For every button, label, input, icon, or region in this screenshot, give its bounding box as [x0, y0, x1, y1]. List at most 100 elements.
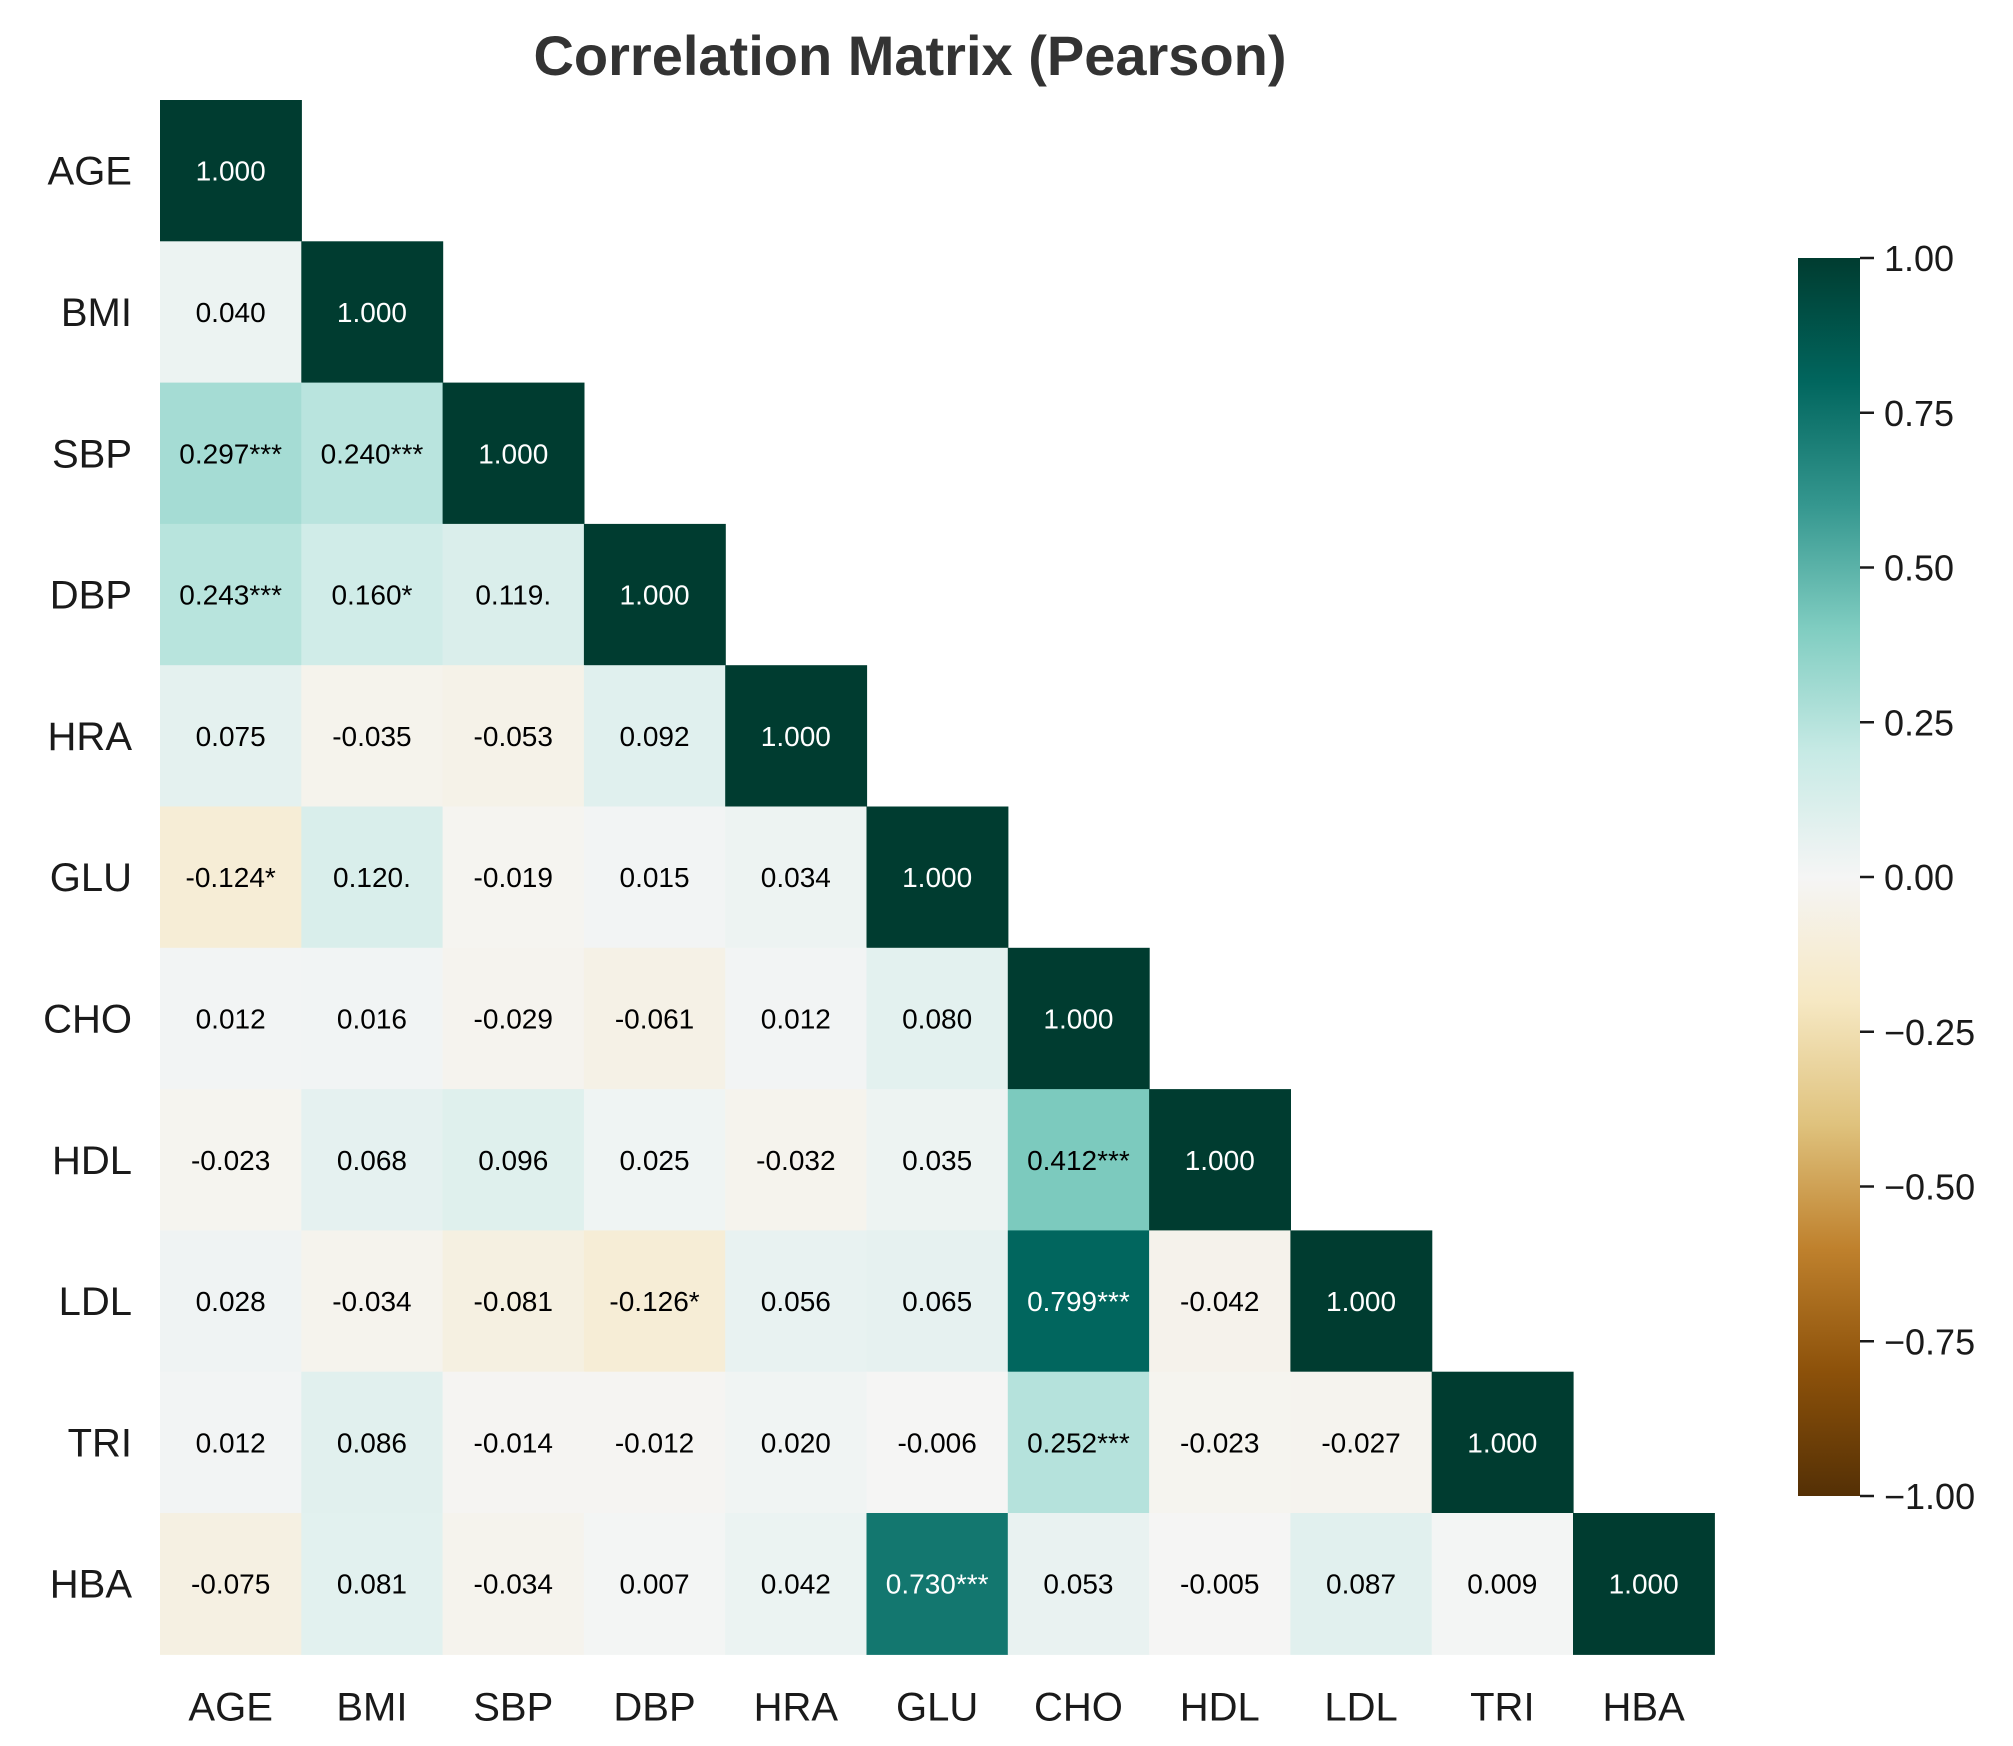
- cell-value-label: 1.000: [1185, 1145, 1255, 1176]
- cell-value-label: 1.000: [1609, 1569, 1679, 1600]
- cell-value-label: 0.042: [761, 1569, 831, 1600]
- cell-value-label: 0.087: [1326, 1569, 1396, 1600]
- heatmap-cell-hba-bmi: [301, 1513, 444, 1655]
- cell-value-label: -0.014: [474, 1427, 553, 1458]
- heatmap-cell-hba-cho: [1007, 1513, 1150, 1655]
- cell-value-label: 1.000: [1467, 1427, 1537, 1458]
- cell-value-label: -0.061: [615, 1003, 694, 1034]
- heatmap-cell-tri-ldl: [1290, 1371, 1433, 1514]
- cell-value-label: 0.009: [1467, 1569, 1537, 1600]
- colorbar-tick-label: 0.50: [1884, 548, 1954, 589]
- cell-value-label: 0.730***: [886, 1569, 989, 1600]
- cell-value-label: 0.034: [761, 862, 831, 893]
- cell-value-label: 0.799***: [1027, 1286, 1130, 1317]
- cell-value-label: 0.160*: [331, 580, 412, 611]
- cell-value-label: 0.120.: [333, 862, 411, 893]
- chart-title: Correlation Matrix (Pearson): [533, 24, 1286, 87]
- cell-value-label: 0.020: [761, 1427, 831, 1458]
- column-label-cho: CHO: [1034, 1685, 1123, 1729]
- heatmap-cell-bmi-age: [160, 241, 302, 384]
- column-label-dbp: DBP: [613, 1685, 695, 1729]
- column-label-sbp: SBP: [473, 1685, 553, 1729]
- heatmap-cell-tri-hra: [725, 1371, 868, 1514]
- heatmap-cell-cho-dbp: [583, 947, 726, 1090]
- cell-value-label: -0.075: [191, 1569, 270, 1600]
- cell-value-label: -0.032: [756, 1145, 835, 1176]
- heatmap-cell-hdl-hdl: [1149, 1089, 1291, 1231]
- heatmap-cell-glu-bmi: [301, 806, 444, 949]
- cell-value-label: 0.080: [902, 1003, 972, 1034]
- cell-value-label: -0.042: [1180, 1286, 1259, 1317]
- heatmap-cell-cho-glu: [866, 947, 1009, 1090]
- heatmap-cell-hba-hba: [1573, 1513, 1715, 1655]
- cell-value-label: 1.000: [1326, 1286, 1396, 1317]
- row-label-bmi: BMI: [61, 291, 132, 335]
- cell-value-label: 0.297***: [179, 438, 282, 469]
- column-label-ldl: LDL: [1324, 1685, 1397, 1729]
- heatmap-cell-tri-sbp: [442, 1371, 585, 1514]
- cell-value-label: 1.000: [478, 438, 548, 469]
- cell-value-label: 0.012: [196, 1427, 266, 1458]
- heatmap-cell-hra-dbp: [583, 665, 726, 808]
- colorbar-tick-label: 1.00: [1884, 238, 1954, 279]
- column-label-age: AGE: [188, 1685, 272, 1729]
- cell-value-label: 0.015: [620, 862, 690, 893]
- heatmap-cell-hdl-age: [160, 1089, 302, 1231]
- cell-value-label: 0.035: [902, 1145, 972, 1176]
- column-label-tri: TRI: [1470, 1685, 1534, 1729]
- heatmap-cell-hba-sbp: [442, 1513, 585, 1655]
- cell-value-label: 0.243***: [179, 580, 282, 611]
- column-label-hdl: HDL: [1180, 1685, 1260, 1729]
- cell-value-label: 1.000: [902, 862, 972, 893]
- heatmap-cell-hba-glu: [866, 1513, 1009, 1655]
- heatmap-cell-hba-age: [160, 1513, 302, 1655]
- heatmap-cell-ldl-sbp: [442, 1230, 585, 1373]
- heatmap-cell-tri-dbp: [583, 1371, 726, 1514]
- heatmap-cell-hba-tri: [1431, 1513, 1574, 1655]
- cell-value-label: 0.012: [761, 1003, 831, 1034]
- column-label-glu: GLU: [896, 1685, 978, 1729]
- row-label-hdl: HDL: [52, 1139, 132, 1183]
- cell-value-label: 0.028: [196, 1286, 266, 1317]
- colorbar-tick-label: 0.25: [1884, 702, 1954, 743]
- colorbar-tick-label: −0.50: [1884, 1167, 1975, 1208]
- heatmap-cell-cho-bmi: [301, 947, 444, 1090]
- heatmap-cell-hba-ldl: [1290, 1513, 1433, 1655]
- heatmap-cell-glu-age: [160, 806, 302, 949]
- cell-value-label: -0.029: [474, 1003, 553, 1034]
- heatmap-cell-hba-hra: [725, 1513, 868, 1655]
- heatmap-cell-hra-hra: [725, 665, 868, 808]
- heatmap-cell-cho-age: [160, 947, 302, 1090]
- heatmap-cell-tri-hdl: [1149, 1371, 1291, 1514]
- row-label-sbp: SBP: [52, 432, 132, 476]
- heatmap-cell-hba-dbp: [583, 1513, 726, 1655]
- heatmap-cell-hra-age: [160, 665, 302, 808]
- heatmap-cell-dbp-dbp: [583, 523, 726, 666]
- heatmap-cell-ldl-ldl: [1290, 1230, 1433, 1373]
- heatmap-cell-ldl-bmi: [301, 1230, 444, 1373]
- colorbar-tick-label: −0.25: [1884, 1012, 1975, 1053]
- heatmap-cell-dbp-age: [160, 523, 302, 666]
- heatmap-cell-tri-tri: [1431, 1371, 1574, 1514]
- cell-value-label: 1.000: [337, 297, 407, 328]
- cell-value-label: -0.005: [1180, 1569, 1259, 1600]
- heatmap-cell-bmi-bmi: [301, 241, 444, 384]
- cell-value-label: 0.412***: [1027, 1145, 1130, 1176]
- cell-value-label: 0.053: [1043, 1569, 1113, 1600]
- heatmap-cell-glu-dbp: [583, 806, 726, 949]
- cell-value-label: 1.000: [196, 156, 266, 187]
- heatmap-cell-glu-sbp: [442, 806, 585, 949]
- cell-value-label: -0.034: [332, 1286, 411, 1317]
- column-label-bmi: BMI: [336, 1685, 407, 1729]
- cell-value-label: -0.081: [474, 1286, 553, 1317]
- heatmap-cell-sbp-bmi: [301, 382, 444, 525]
- heatmap-cell-ldl-cho: [1007, 1230, 1150, 1373]
- cell-value-label: 0.075: [196, 721, 266, 752]
- cell-value-label: 0.119.: [475, 580, 551, 611]
- row-label-tri: TRI: [68, 1421, 132, 1465]
- heatmap-cell-sbp-sbp: [442, 382, 585, 525]
- heatmap-cell-hdl-hra: [725, 1089, 868, 1231]
- heatmap-cell-glu-glu: [866, 806, 1009, 949]
- cell-value-label: -0.006: [897, 1427, 976, 1458]
